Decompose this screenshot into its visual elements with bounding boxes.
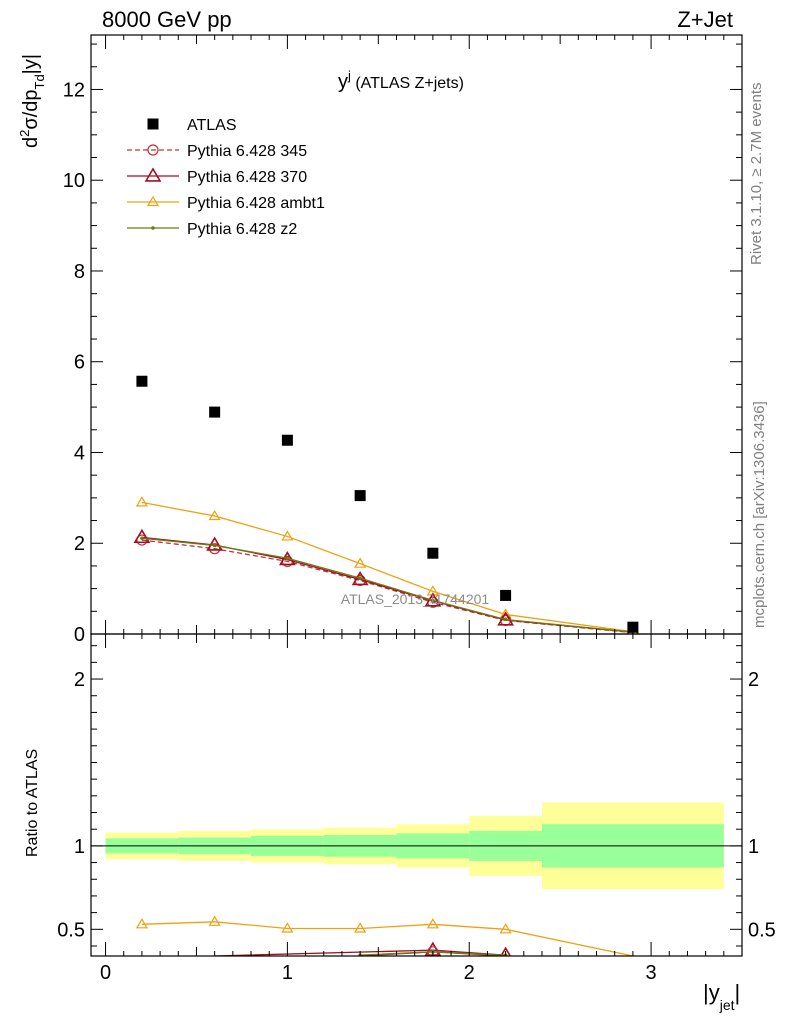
series-line-2 (141, 536, 633, 633)
data-point (354, 557, 367, 568)
data-point (354, 490, 366, 502)
series-line-3 (141, 501, 633, 633)
legend-marker (151, 226, 155, 230)
rivet-label: Rivet 3.1.10, ≥ 2.7M events (748, 83, 765, 266)
ratio-y-tick-label: 1 (74, 836, 85, 858)
legend-marker (147, 144, 159, 156)
data-point (135, 496, 148, 507)
legend-marker (147, 118, 159, 130)
main-y-tick-label: 10 (63, 170, 85, 192)
main-title-sup: j (347, 68, 351, 83)
x-tick-label: 0 (100, 962, 111, 984)
ratio-series (135, 915, 634, 956)
data-point (431, 598, 435, 603)
x-tick-label: 2 (464, 962, 475, 984)
legend-marker (144, 167, 162, 182)
main-series (133, 375, 640, 634)
main-title: yj (ATLAS Z+jets) (338, 68, 464, 93)
data-point (209, 406, 221, 418)
main-y-tick-label: 2 (74, 533, 85, 555)
main-y-tick-label: 8 (74, 261, 85, 283)
ratio-point (499, 923, 512, 934)
data-point (208, 509, 221, 521)
legend-label: ATLAS (187, 117, 237, 134)
ratio-frame (90, 633, 743, 957)
x-tick-label: 3 (646, 962, 657, 984)
data-point (281, 530, 294, 541)
ratio-point (500, 946, 512, 956)
data-point (212, 543, 217, 548)
main-y-tick-label: 6 (74, 352, 85, 374)
mcplots-label: mcplots.cern.ch [arXiv:1306.3436] (751, 401, 768, 628)
series-line-4 (141, 537, 633, 633)
legend: ATLAS Pythia 6.428 345 Pythia 6.428 370 Pyt… (127, 117, 325, 238)
data-point (427, 547, 439, 559)
ratio-point (354, 922, 367, 933)
data-point (627, 621, 639, 633)
ratio-y-tick-label-right: 0.5 (748, 919, 776, 941)
header-right: Z+Jet (677, 7, 733, 32)
data-point (136, 375, 148, 387)
ratio-y-tick-label: 0.5 (57, 919, 85, 941)
series-line-1 (141, 539, 633, 634)
ratio-y-axis-label: Ratio to ATLAS (24, 749, 41, 857)
main-y-tick-label: 12 (63, 79, 85, 101)
data-point (358, 576, 362, 580)
x-tick-label: 1 (282, 962, 293, 984)
ratio-point (135, 918, 148, 929)
data-point (140, 536, 144, 541)
main-title-var: y (338, 71, 348, 93)
data-point (281, 434, 293, 446)
main-y-axis-label: d2σ/dpTd|y| (17, 54, 47, 148)
ratio-y-tick-label: 2 (74, 669, 85, 691)
main-y-tick-label: 0 (74, 624, 85, 646)
data-point (503, 617, 508, 622)
ratio-y-tick-label-right: 2 (748, 669, 759, 691)
legend-label: Pythia 6.428 z2 (187, 221, 297, 238)
ratio-line-0 (141, 921, 634, 956)
ratio-point (426, 918, 439, 929)
data-point (285, 556, 290, 561)
legend-label: Pythia 6.428 370 (187, 169, 307, 186)
data-point (500, 589, 512, 601)
legend-marker (146, 195, 160, 207)
watermark: ATLAS_2013_I1744201 (341, 591, 490, 607)
x-axis-label: |yjet| (703, 980, 740, 1013)
header-left: 8000 GeV pp (102, 7, 232, 32)
ratio-point (208, 915, 221, 926)
data-point (351, 570, 369, 586)
ratio-point (281, 922, 294, 933)
data-point (209, 543, 221, 555)
ratio-y-tick-label-right: 1 (748, 836, 759, 858)
legend-label: Pythia 6.428 ambt1 (187, 195, 325, 212)
data-point (206, 536, 224, 551)
data-point (133, 528, 151, 544)
main-y-tick-label: 4 (74, 442, 85, 464)
main-title-rest: (ATLAS Z+jets) (351, 75, 464, 92)
legend-label: Pythia 6.428 345 (187, 143, 307, 160)
